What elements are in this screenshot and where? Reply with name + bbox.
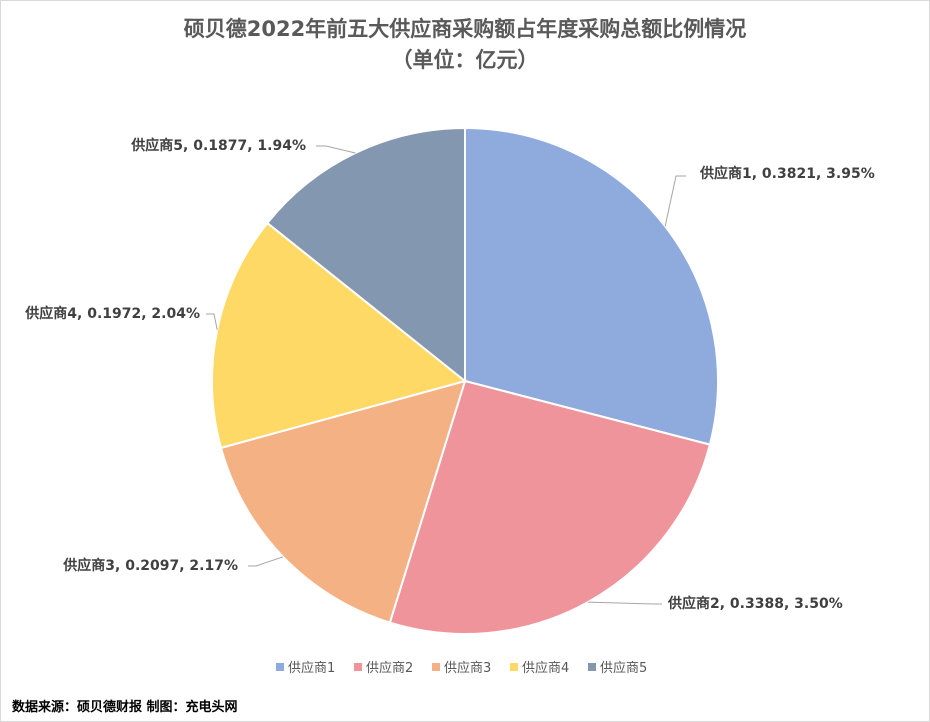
leader-line (206, 313, 218, 331)
leader-line (248, 556, 284, 567)
leader-lines-layer (206, 145, 686, 605)
leader-line (316, 145, 356, 154)
data-label: 供应商3, 0.2097, 2.17% (62, 557, 238, 574)
legend-swatch (276, 663, 284, 671)
slices-layer (211, 126, 719, 635)
legend: 供应商1 供应商2 供应商3 供应商4 供应商5 (276, 660, 647, 676)
leader-line (664, 175, 686, 227)
pie-slice (388, 379, 712, 635)
data-source-footer: 数据来源：硕贝德财报 制图：充电头网 (12, 699, 238, 715)
pie-slice (265, 126, 466, 384)
data-labels-layer: 供应商1, 0.3821, 3.95% 供应商2, 0.3388, 3.50% 供应… (24, 137, 874, 612)
data-label: 供应商2, 0.3388, 3.50% (667, 595, 843, 612)
legend-label: 供应商4 (522, 660, 569, 676)
leader-line (587, 601, 662, 605)
legend-swatch (432, 663, 440, 671)
data-label: 供应商1, 0.3821, 3.95% (699, 165, 875, 182)
chart-title: 硕贝德2022年前五大供应商采购额占年度采购总额比例情况 (184, 17, 746, 41)
data-label: 供应商4, 0.1972, 2.04% (24, 305, 200, 322)
data-label: 供应商5, 0.1877, 1.94% (130, 137, 306, 154)
legend-swatch (588, 663, 596, 671)
legend-label: 供应商5 (600, 660, 647, 676)
legend-swatch (354, 663, 362, 671)
chart-subtitle: （单位：亿元） (392, 48, 539, 72)
legend-swatch (510, 663, 518, 671)
pie-slice (464, 126, 719, 446)
legend-label: 供应商3 (444, 660, 491, 676)
legend-label: 供应商1 (288, 660, 335, 676)
legend-label: 供应商2 (366, 660, 413, 676)
